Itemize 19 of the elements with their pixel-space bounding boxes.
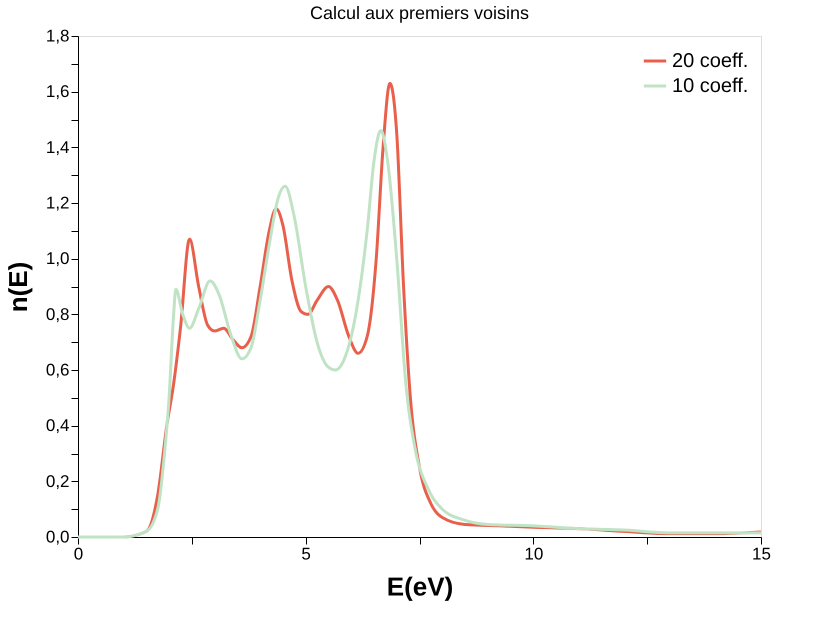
y-tick-label: 1,8 bbox=[46, 26, 70, 46]
x-tick-label: 0 bbox=[74, 544, 84, 564]
chart-title: Calcul aux premiers voisins bbox=[310, 3, 530, 23]
x-tick-label: 10 bbox=[524, 544, 544, 564]
x-tick-label: 5 bbox=[301, 544, 311, 564]
y-tick-label: 1,4 bbox=[46, 138, 70, 157]
x-tick-label: 15 bbox=[752, 544, 771, 564]
y-tick-label: 1,2 bbox=[46, 194, 70, 212]
y-tick-label: 1,0 bbox=[46, 249, 70, 268]
y-axis-title: n(E) bbox=[2, 262, 33, 312]
y-tick-label: 0,0 bbox=[46, 528, 70, 546]
legend-label: 20 coeff. bbox=[672, 50, 748, 72]
y-tick-label: 0,8 bbox=[46, 304, 70, 324]
y-tick-label: 0,4 bbox=[46, 416, 70, 436]
y-tick-label: 0,2 bbox=[46, 472, 70, 491]
legend-label: 10 coeff. bbox=[672, 75, 748, 97]
y-tick-label: 0,6 bbox=[46, 360, 70, 380]
x-axis-title: E(eV) bbox=[386, 572, 454, 602]
y-tick-label: 1,6 bbox=[46, 82, 70, 102]
